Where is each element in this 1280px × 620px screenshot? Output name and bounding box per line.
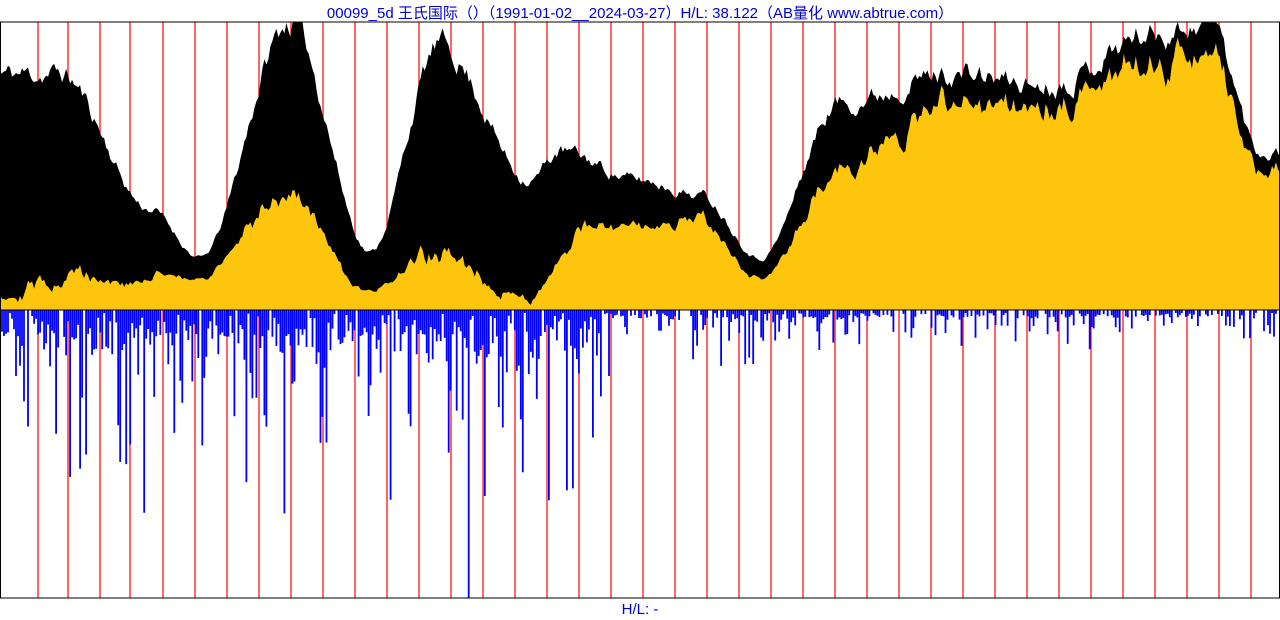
chart-container: 00099_5d 王氏国际（）（1991-01-02__2024-03-27）H… — [0, 0, 1280, 620]
blue-spikes — [0, 310, 1280, 598]
chart-plot — [0, 0, 1280, 620]
chart-footer: H/L: - — [0, 601, 1280, 618]
blue-spikes-path — [0, 310, 1280, 598]
chart-title: 00099_5d 王氏国际（）（1991-01-02__2024-03-27）H… — [0, 2, 1280, 23]
